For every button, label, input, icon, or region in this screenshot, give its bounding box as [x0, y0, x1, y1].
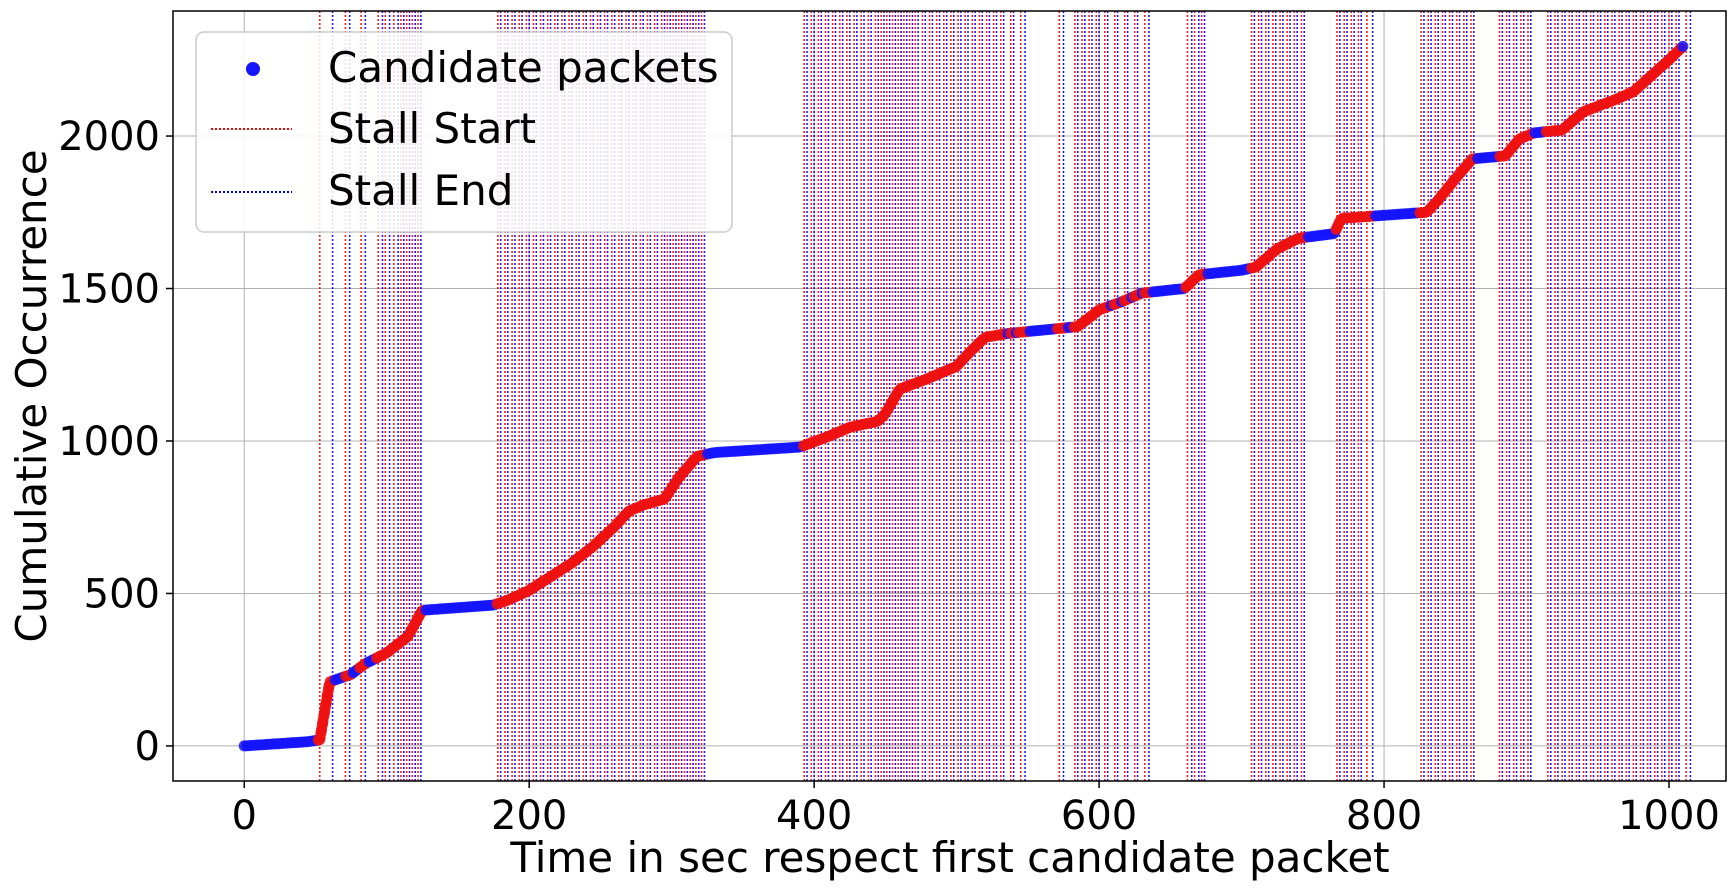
y-tick-label: 0	[135, 724, 160, 770]
x-tick-label: 400	[776, 793, 852, 839]
y-tick-label: 500	[84, 571, 160, 617]
x-tick-label: 600	[1061, 793, 1137, 839]
x-tick-label: 0	[232, 793, 257, 839]
legend-label-stall-start: Stall Start	[328, 104, 536, 153]
legend-box	[195, 31, 733, 233]
y-tick-label: 2000	[58, 114, 160, 160]
legend-marker-candidate-packets	[246, 62, 260, 76]
candidate-packet-point	[1677, 40, 1689, 52]
plot-frame	[172, 10, 1727, 782]
legend: Candidate packets Stall Start Stall End	[195, 31, 733, 233]
x-tick-label: 200	[491, 793, 567, 839]
legend-label-stall-end: Stall End	[328, 166, 513, 215]
candidate-points	[238, 40, 1689, 752]
x-tick-label: 1000	[1618, 793, 1720, 839]
y-tick-label: 1000	[58, 419, 160, 465]
x-axis-label: Time in sec respect first candidate pack…	[509, 833, 1389, 882]
y-tick-label: 1500	[58, 267, 160, 313]
x-axis-ticks: 0 200 400 600 800 1000	[232, 781, 1720, 839]
y-axis-ticks: 0 500 1000 1500 2000	[58, 114, 173, 770]
x-tick-label: 800	[1346, 793, 1422, 839]
y-axis-label: Cumulative Occurrence	[7, 149, 56, 642]
legend-label-candidate-packets: Candidate packets	[328, 43, 719, 92]
